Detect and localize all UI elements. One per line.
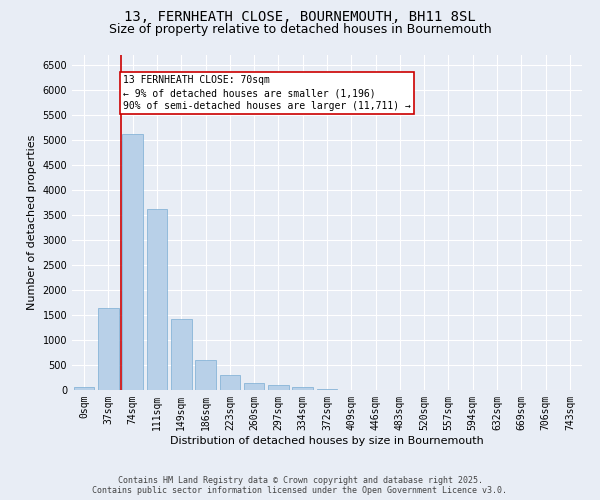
Bar	[98, 308, 119, 390]
X-axis label: Distribution of detached houses by size in Bournemouth: Distribution of detached houses by size …	[170, 436, 484, 446]
Bar	[244, 382, 265, 390]
Y-axis label: Number of detached properties: Number of detached properties	[27, 135, 37, 310]
Bar	[220, 375, 240, 390]
Bar	[292, 386, 313, 390]
Bar	[122, 134, 143, 390]
Text: 13 FERNHEATH CLOSE: 70sqm
← 9% of detached houses are smaller (1,196)
90% of sem: 13 FERNHEATH CLOSE: 70sqm ← 9% of detach…	[123, 75, 411, 112]
Bar	[74, 387, 94, 390]
Text: 13, FERNHEATH CLOSE, BOURNEMOUTH, BH11 8SL: 13, FERNHEATH CLOSE, BOURNEMOUTH, BH11 8…	[124, 10, 476, 24]
Bar	[195, 360, 216, 390]
Bar	[171, 319, 191, 390]
Bar	[268, 385, 289, 390]
Bar	[317, 388, 337, 390]
Text: Size of property relative to detached houses in Bournemouth: Size of property relative to detached ho…	[109, 22, 491, 36]
Bar	[146, 208, 167, 390]
Text: Contains HM Land Registry data © Crown copyright and database right 2025.
Contai: Contains HM Land Registry data © Crown c…	[92, 476, 508, 495]
